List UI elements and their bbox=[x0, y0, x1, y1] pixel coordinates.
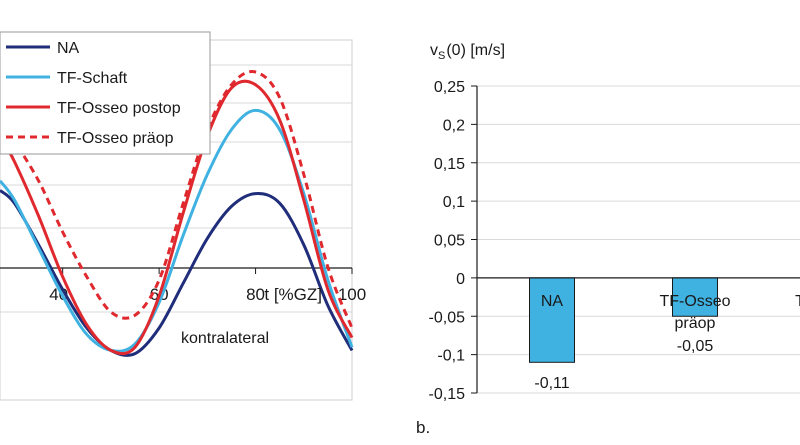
bar-y-tick-label: -0,05 bbox=[429, 309, 466, 326]
bar-y-tick-label: 0,15 bbox=[434, 156, 465, 173]
bar-y-tick-label: -0,1 bbox=[437, 348, 465, 365]
bar-y-tick-label: 0,05 bbox=[434, 233, 465, 250]
bar-y-tick-label: 0 bbox=[456, 271, 465, 288]
bar-y-tick-label: 0,25 bbox=[434, 79, 465, 96]
line-chart-series bbox=[0, 70, 354, 357]
bar-y-tick-label: 0,2 bbox=[443, 117, 465, 134]
bar bbox=[672, 277, 718, 317]
panel-label-b: b. bbox=[416, 418, 430, 437]
legend-label: TF-Osseo postop bbox=[57, 100, 181, 117]
legend-label: TF-Osseo präop bbox=[57, 130, 174, 147]
line-series-0 bbox=[0, 189, 354, 357]
bar-category-label: TF-Osseo bbox=[659, 293, 730, 310]
bar-chart-vs0: vS(0) [m/s] 0,25 0,2 0,15 0,1 0,05 0 -0,05 -0,1… bbox=[429, 42, 800, 403]
y-label-sub: S bbox=[438, 50, 445, 62]
y-label-rest: (0) [m/s] bbox=[446, 42, 505, 59]
y-label-main: v bbox=[430, 42, 438, 59]
line-chart-x-axis-label: t [%GZ] bbox=[264, 285, 322, 304]
line-x-tick-label: 80 bbox=[246, 285, 265, 304]
line-chart-annotation: kontralateral bbox=[181, 330, 269, 347]
bar bbox=[529, 277, 575, 363]
bar-value-label: -0,11 bbox=[534, 375, 569, 392]
bar-y-tick-label: -0,15 bbox=[429, 386, 466, 403]
bar-value-label: -0,05 bbox=[677, 338, 714, 355]
bar-category-label: T bbox=[795, 293, 800, 310]
line-series-2 bbox=[0, 79, 354, 356]
bar-chart-bars bbox=[529, 277, 718, 363]
legend-box bbox=[0, 31, 211, 155]
legend-label: TF-Schaft bbox=[57, 70, 128, 87]
bar-category-label: NA bbox=[541, 293, 564, 310]
line-chart-legend: NA TF-Schaft TF-Osseo postop TF-Osseo präop bbox=[0, 31, 211, 155]
legend-label: NA bbox=[57, 40, 80, 57]
bar-chart-y-ticks: 0,25 0,2 0,15 0,1 0,05 0 -0,05 -0,1 -0,15 bbox=[429, 79, 477, 403]
bar-chart-category-labels: NA -0,11 TF-Osseo präop -0,05 T bbox=[534, 293, 800, 392]
line-series-3 bbox=[0, 70, 354, 329]
line-x-tick-label: 100 bbox=[338, 285, 366, 304]
bar-chart-gridlines bbox=[477, 85, 800, 394]
bar-category-label: präop bbox=[675, 315, 716, 332]
bar-chart-y-axis-label: vS(0) [m/s] bbox=[430, 42, 505, 62]
bar-y-tick-label: 0,1 bbox=[443, 194, 465, 211]
